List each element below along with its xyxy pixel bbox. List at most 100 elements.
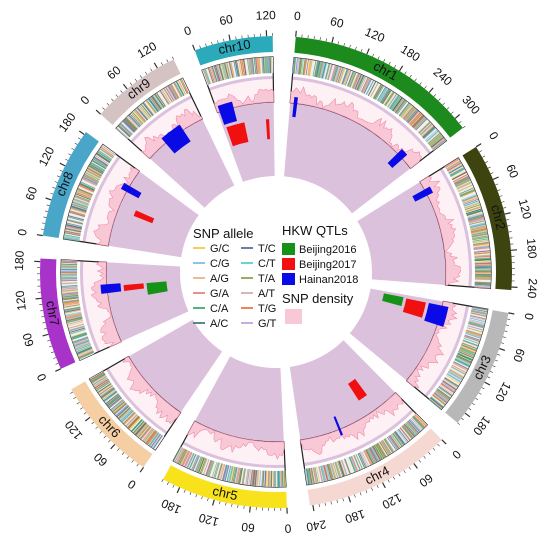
- snp-mark: [226, 62, 232, 79]
- snp-mark: [361, 78, 370, 93]
- snp-mark: [136, 107, 148, 121]
- snp-mark: [363, 79, 372, 94]
- snp-mark: [428, 398, 442, 410]
- snp-mark: [459, 347, 475, 355]
- snp-mark: [343, 458, 351, 475]
- tick-mark: [349, 44, 351, 48]
- snp-mark: [66, 315, 82, 320]
- snp-mark: [266, 57, 268, 74]
- snp-mark: [99, 385, 113, 395]
- allele-label: G/C: [210, 243, 230, 255]
- snp-mark: [453, 174, 468, 182]
- snp-mark: [203, 69, 210, 85]
- snp-mark: [326, 464, 332, 480]
- snp-mark: [365, 449, 374, 464]
- snp-mark: [420, 124, 433, 136]
- snp-mark: [469, 316, 486, 321]
- tick-mark: [106, 102, 110, 106]
- snp-mark: [127, 415, 140, 429]
- qtl-legend-items: Beijing2016 Beijing2017 Hainan2018: [282, 243, 358, 286]
- snp-mark: [171, 84, 180, 99]
- tick-mark: [331, 36, 334, 43]
- tick-mark: [121, 452, 125, 455]
- snp-mark: [337, 461, 343, 477]
- tick-mark: [428, 87, 434, 93]
- tick-mark: [423, 455, 426, 459]
- tick-label-chr3: 60: [510, 347, 528, 364]
- snp-mark: [468, 322, 485, 328]
- snp-mark: [474, 281, 491, 284]
- tick-mark: [360, 48, 363, 53]
- snp-mark: [77, 347, 93, 355]
- snp-mark: [474, 277, 491, 280]
- tick-label-chr2: 0: [486, 129, 502, 142]
- tick-mark: [337, 41, 339, 45]
- snp-mark: [129, 113, 142, 126]
- snp-mark: [296, 58, 300, 75]
- snp-mark: [98, 150, 113, 160]
- snp-mark: [90, 162, 105, 172]
- snp-allele-legend-items: G/C T/C C/G C/T A/G T/A G/A A/T C/A T/G A/C G/T: [193, 243, 277, 330]
- snp-mark: [151, 96, 161, 111]
- snp-mark: [321, 465, 326, 482]
- snp-mark: [403, 423, 416, 437]
- snp-mark: [238, 60, 242, 77]
- snp-mark: [327, 64, 333, 81]
- tick-mark: [225, 502, 227, 506]
- snp-mark: [465, 331, 482, 338]
- snp-mark: [474, 255, 491, 258]
- snp-mark: [422, 126, 436, 139]
- snp-mark: [222, 464, 228, 481]
- snp-mark: [88, 166, 103, 175]
- snp-mark: [142, 102, 154, 116]
- snp-mark: [211, 461, 218, 478]
- tick-mark: [398, 473, 401, 477]
- snp-mark: [64, 308, 81, 312]
- tick-label-chr10: 120: [255, 8, 276, 23]
- tick-mark: [419, 82, 422, 85]
- snp-mark: [356, 75, 364, 91]
- snp-mark: [306, 468, 310, 485]
- snp-mark: [259, 57, 261, 74]
- snp-mark: [63, 301, 80, 305]
- tick-mark: [74, 142, 78, 145]
- snp-mark: [134, 109, 147, 122]
- snp-mark: [406, 421, 418, 435]
- snp-mark: [195, 456, 202, 472]
- snp-mark: [76, 346, 92, 354]
- snp-mark: [412, 416, 424, 429]
- snp-mark: [392, 98, 403, 112]
- snp-mark: [66, 222, 83, 227]
- snp-mark: [61, 262, 78, 264]
- snp-mark: [82, 178, 97, 186]
- snp-mark: [63, 300, 80, 304]
- snp-mark: [120, 123, 133, 135]
- snp-mark: [455, 178, 471, 187]
- tick-mark: [501, 201, 505, 203]
- snp-mark: [474, 254, 491, 257]
- snp-mark: [467, 212, 483, 218]
- snp-mark: [447, 163, 463, 173]
- snp-mark: [331, 65, 337, 82]
- snp-mark: [385, 92, 396, 107]
- snp-mark: [92, 158, 108, 168]
- snp-mark: [355, 454, 363, 470]
- snp-mark: [114, 403, 127, 415]
- snp-mark: [309, 468, 314, 484]
- snp-mark: [150, 433, 161, 448]
- snp-mark: [317, 61, 322, 78]
- tick-mark: [504, 212, 511, 215]
- snp-mark: [464, 202, 480, 209]
- snp-mark: [429, 135, 443, 147]
- tick-mark: [404, 71, 407, 75]
- snp-mark: [152, 435, 163, 449]
- snp-mark: [370, 446, 379, 462]
- snp-mark: [438, 385, 453, 396]
- snp-mark: [163, 88, 173, 103]
- snp-mark: [257, 57, 260, 74]
- legend: SNP allele G/C T/C C/G C/T A/G T/A G/A A/T C/A T/…: [193, 223, 358, 330]
- tick-mark: [387, 479, 390, 483]
- snp-mark: [391, 96, 402, 111]
- snp-mark: [61, 285, 78, 287]
- snp-mark: [371, 446, 380, 461]
